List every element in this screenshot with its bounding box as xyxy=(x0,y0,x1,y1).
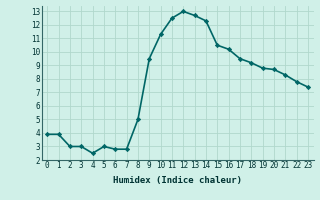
X-axis label: Humidex (Indice chaleur): Humidex (Indice chaleur) xyxy=(113,176,242,185)
